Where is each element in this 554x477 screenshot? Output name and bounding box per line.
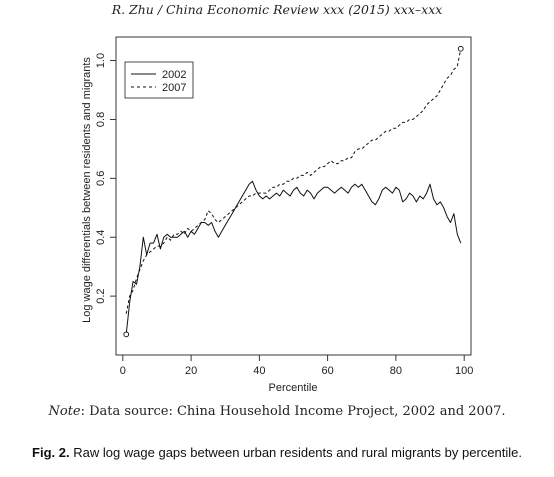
y-tick-label: 1.0	[95, 53, 107, 68]
y-tick-label: 0.2	[95, 288, 107, 303]
x-tick-label: 60	[322, 365, 334, 377]
y-tick-label: 0.6	[95, 171, 107, 186]
x-tick-label: 100	[455, 365, 473, 377]
legend-label-2002: 2002	[162, 69, 186, 81]
running-header: R. Zhu / China Economic Review xxx (2015…	[111, 2, 443, 17]
x-tick-label: 20	[185, 365, 197, 377]
y-tick-label: 0.8	[95, 112, 107, 127]
x-axis-label: Percentile	[269, 382, 318, 394]
endpoint-marker-2007-end	[457, 45, 464, 52]
legend-label-2007: 2007	[162, 82, 186, 94]
x-tick-label: 80	[390, 365, 402, 377]
note-text: : Data source: China Household Income Pr…	[80, 404, 506, 419]
plot-frame	[115, 36, 472, 356]
x-tick-label: 40	[253, 365, 265, 377]
series-line-2007	[125, 48, 462, 314]
x-tick-label: 0	[120, 365, 126, 377]
note-label: Note	[48, 404, 81, 419]
figure-caption: Fig. 2. Raw log wage gaps between urban …	[0, 445, 554, 460]
legend: 2002 2007	[124, 61, 194, 99]
figure-note: Note: Data source: China Household Incom…	[0, 404, 554, 419]
y-axis-label: Log wage differentials between residents…	[81, 57, 93, 323]
endpoint-marker-2002-start	[123, 331, 130, 338]
caption-text: Raw log wage gaps between urban resident…	[69, 445, 522, 460]
legend-box	[124, 61, 194, 99]
figure-number: Fig. 2.	[32, 445, 70, 460]
y-tick-label: 0.4	[95, 230, 107, 245]
series-line-2002	[125, 180, 462, 335]
